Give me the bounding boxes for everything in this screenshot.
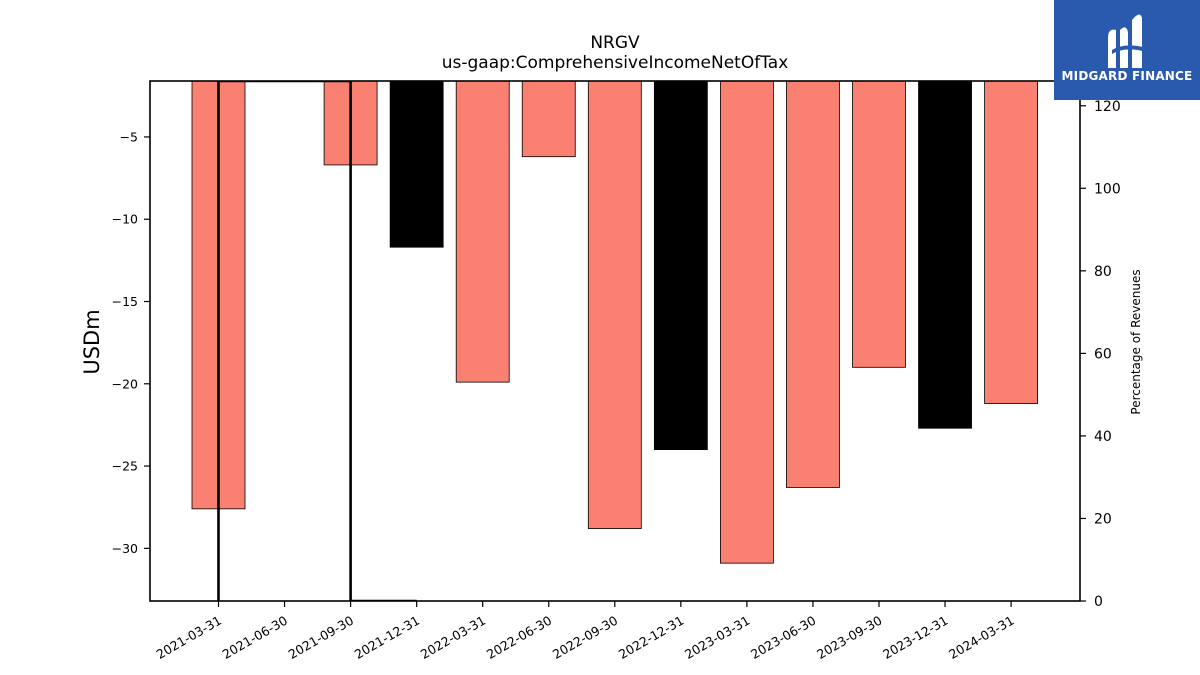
x-tick-label: 2023-12-31	[880, 613, 950, 662]
x-tick-label: 2023-06-30	[748, 613, 818, 662]
bar-2023-06-30	[786, 80, 840, 488]
y2-tick-label: 0	[1094, 594, 1103, 610]
chart-subtitle: us-gaap:ComprehensiveIncomeNetOfTax	[442, 53, 789, 73]
y-axis-label: USDm	[80, 309, 104, 374]
y2-tick-label: 60	[1094, 346, 1112, 362]
bar-2022-06-30	[521, 80, 576, 158]
midgard-logo-icon	[1108, 14, 1146, 69]
x-tick-label: 2023-03-31	[682, 613, 752, 662]
y-tick-label: −10	[112, 212, 138, 227]
bars-layer	[191, 80, 1038, 564]
midgard-finance-logo: MIDGARD FINANCE	[1054, 0, 1200, 100]
bar-2022-03-31	[455, 80, 510, 383]
y2-axis-label: Percentage of Revenues	[1129, 269, 1143, 414]
y2-tick-label: 80	[1094, 264, 1112, 280]
percentage-line-layer	[217, 81, 417, 601]
x-tick-label: 2021-12-31	[352, 613, 422, 662]
x-tick-label: 2022-06-30	[484, 613, 554, 662]
x-tick-label: 2023-09-30	[814, 613, 884, 662]
x-tick-label: 2021-06-30	[220, 613, 290, 662]
percentage-of-revenues-line	[217, 81, 417, 601]
bar-2023-12-31	[918, 80, 972, 429]
y-tick-label: −25	[112, 459, 138, 474]
y-tick-label: −15	[112, 294, 138, 309]
x-tick-label: 2021-03-31	[154, 613, 224, 662]
bar-2023-03-31	[720, 80, 774, 564]
x-tick-label: 2021-09-30	[286, 613, 356, 662]
chart-title: NRGV	[590, 33, 640, 53]
y-tick-label: −5	[120, 129, 138, 144]
y2-tick-label: 40	[1094, 429, 1112, 445]
y-tick-label: −30	[112, 541, 138, 556]
logo-text: MIDGARD FINANCE	[1061, 69, 1193, 83]
y2-tick-label: 100	[1094, 181, 1121, 197]
bar-2024-03-31	[984, 80, 1038, 404]
x-tick-label: 2022-03-31	[418, 613, 488, 662]
x-tick-label: 2022-09-30	[550, 613, 620, 662]
y-tick-label: −20	[112, 376, 138, 391]
x-tick-label: 2024-03-31	[946, 613, 1016, 662]
bar-2022-12-31	[653, 80, 708, 451]
bar-2022-09-30	[587, 80, 642, 529]
bar-2021-12-31	[389, 80, 444, 248]
y2-tick-label: 20	[1094, 511, 1112, 527]
y2-tick-label: 120	[1094, 99, 1121, 115]
bar-2023-09-30	[852, 80, 906, 368]
x-tick-label: 2022-12-31	[616, 613, 686, 662]
